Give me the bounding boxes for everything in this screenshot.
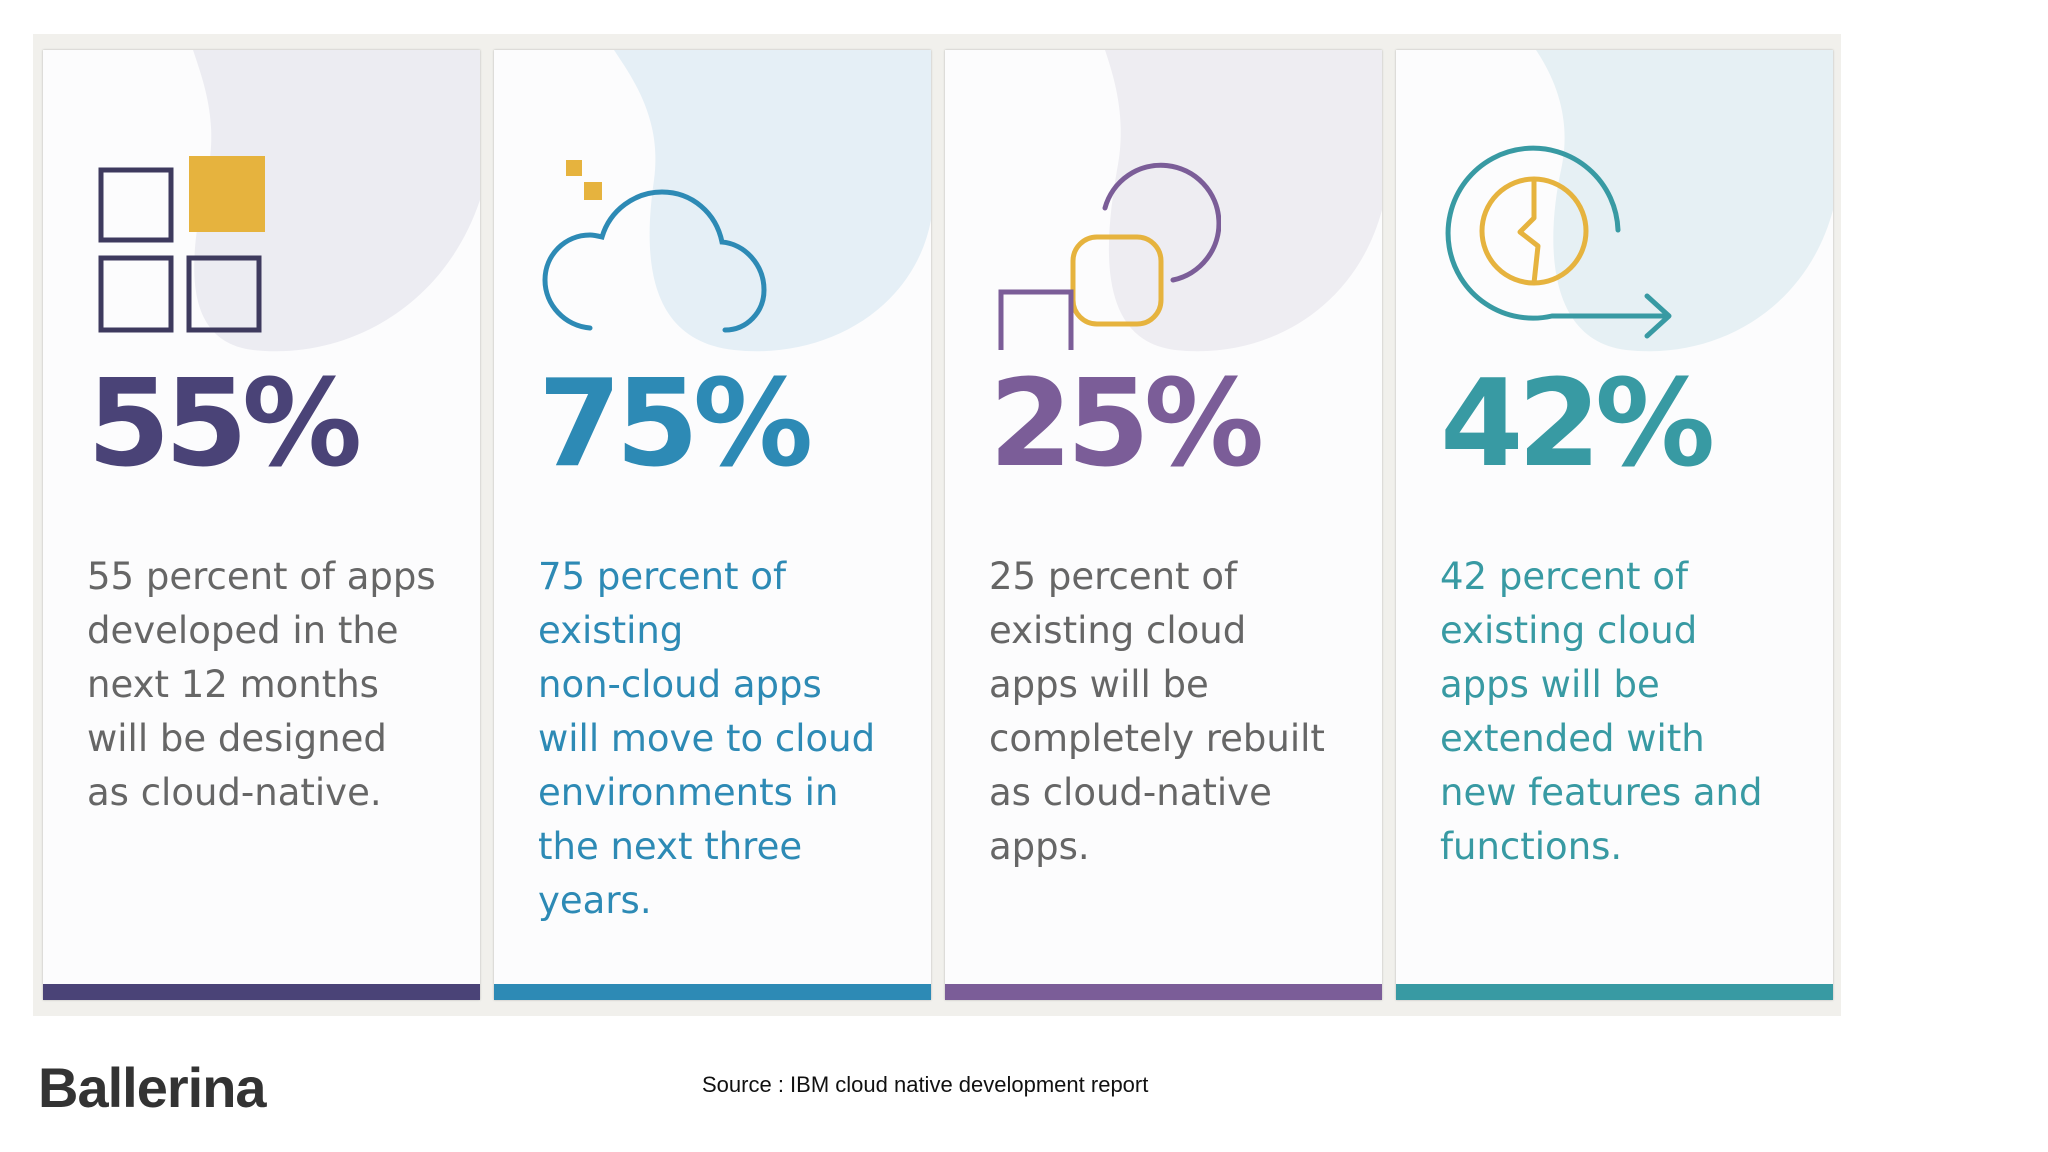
description-line: next 12 months [87,663,379,706]
stat-percent: 75% [538,355,813,494]
description-line: functions. [1440,825,1623,868]
stat-card-42: 42% 42 percent of existing cloud apps wi… [1396,50,1833,1000]
description-line: apps. [989,825,1090,868]
stat-percent: 42% [1440,355,1715,494]
background-blob [193,50,480,352]
description-line: will move to cloud [538,717,876,760]
description-line: 42 percent of [1440,555,1688,598]
description-line: environments in [538,771,839,814]
description-line: non-cloud apps [538,663,822,706]
stat-description: 75 percent of existing non-cloud apps wi… [538,550,918,928]
description-line: 55 percent of apps [87,555,436,598]
stat-card-75: 75% 75 percent of existing non-cloud app… [494,50,931,1000]
description-line: existing [538,609,684,652]
accent-bar [945,984,1382,1000]
description-line: existing cloud [989,609,1247,652]
description-line: the next three [538,825,803,868]
grid-squares-icon [98,156,265,333]
source-caption: Source : IBM cloud native development re… [702,1072,1149,1097]
accent-bar [494,984,931,1000]
description-line: 75 percent of [538,555,786,598]
background-blob [1105,50,1382,352]
stat-percent: 25% [989,355,1264,494]
accent-bar [43,984,480,1000]
extend-arrow-icon [1445,145,1672,339]
description-line: as cloud-native. [87,771,382,814]
stat-percent: 55% [87,355,362,494]
description-line: as cloud-native [989,771,1272,814]
description-line: developed in the [87,609,399,652]
stat-card-55: 55% 55 percent of apps developed in the … [43,50,480,1000]
description-line: completely rebuilt [989,717,1325,760]
stat-description: 42 percent of existing cloud apps will b… [1440,550,1820,874]
stat-description: 55 percent of apps developed in the next… [87,550,467,820]
description-line: will be designed [87,717,387,760]
stat-description: 25 percent of existing cloud apps will b… [989,550,1369,874]
rebuild-shapes-icon [998,162,1221,350]
stats-panel: 55% 55 percent of apps developed in the … [33,34,1841,1016]
description-line: years. [538,879,652,922]
description-line: apps will be [1440,663,1660,706]
description-line: 25 percent of [989,555,1237,598]
accent-bar [1396,984,1833,1000]
cloud-icon [542,160,767,333]
background-blob [1536,50,1833,352]
description-line: extended with [1440,717,1705,760]
stat-card-25: 25% 25 percent of existing cloud apps wi… [945,50,1382,1000]
background-blob [614,50,931,352]
ballerina-logo: Ballerina [38,1056,267,1119]
description-line: new features and [1440,771,1763,814]
description-line: apps will be [989,663,1209,706]
description-line: existing cloud [1440,609,1698,652]
